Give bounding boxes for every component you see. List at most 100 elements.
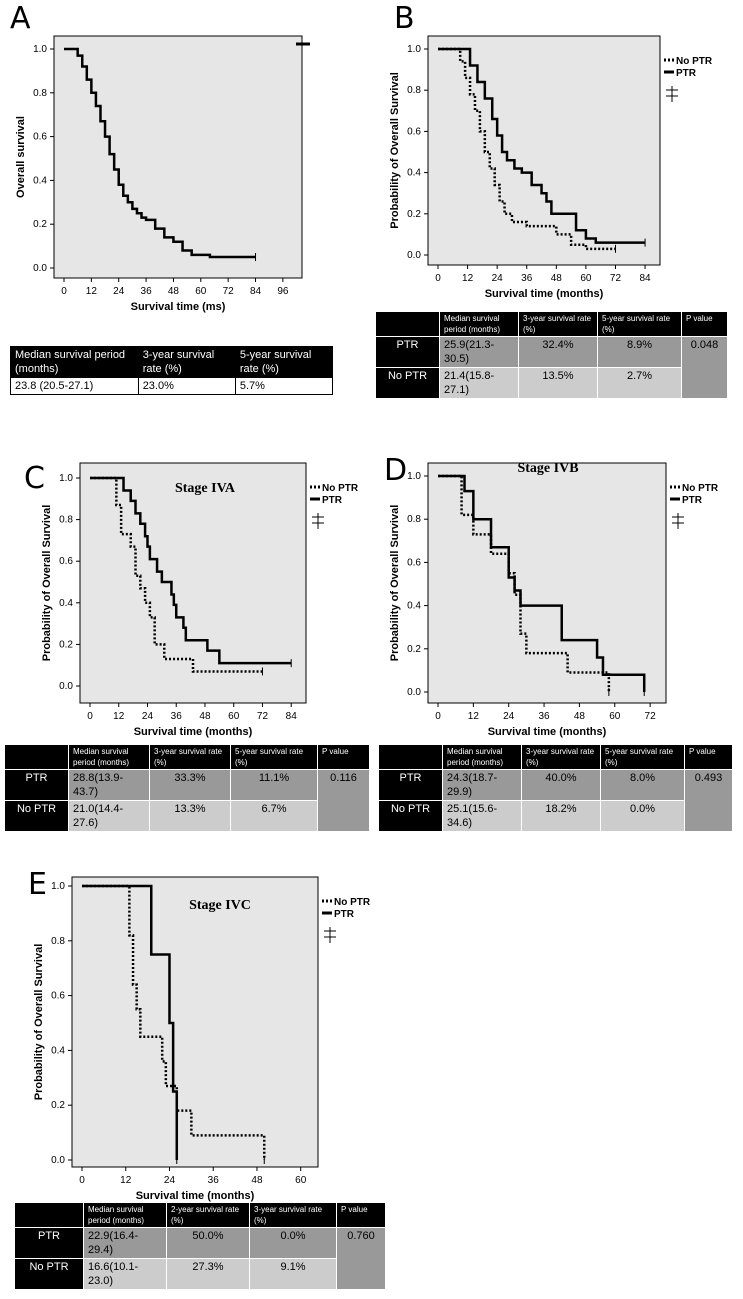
y-tick-label: 0.6 bbox=[33, 132, 47, 143]
x-tick-label: 0 bbox=[435, 711, 441, 722]
x-tick-label: 72 bbox=[257, 711, 269, 722]
table-header: 3-year survival rate (%) bbox=[518, 311, 598, 337]
y-tick-label: 0.6 bbox=[407, 126, 421, 137]
plot-area-b bbox=[427, 35, 661, 266]
table-header: P value bbox=[681, 311, 728, 337]
table-cell: 13.3% bbox=[149, 800, 231, 832]
panel-label-a: A bbox=[10, 1, 31, 36]
x-tick-label: 0 bbox=[87, 711, 93, 722]
x-tick-label: 24 bbox=[113, 286, 125, 297]
y-axis-label: Probability of Overall Survival bbox=[389, 505, 401, 662]
table-cell: 0.0% bbox=[249, 1227, 337, 1259]
x-tick-label: 24 bbox=[492, 273, 504, 284]
legend-label: No PTR bbox=[682, 483, 719, 494]
x-tick-label: 84 bbox=[640, 273, 652, 284]
y-tick-label: 0.8 bbox=[33, 88, 47, 99]
p-value: 0.048 bbox=[681, 336, 728, 399]
y-tick-label: 0.6 bbox=[59, 556, 73, 567]
table-cell: 21.0(14.4-27.6) bbox=[68, 800, 150, 832]
p-value: 0.116 bbox=[317, 769, 370, 832]
table-header bbox=[375, 311, 440, 337]
x-tick-label: 24 bbox=[503, 711, 515, 722]
table-header: P value bbox=[684, 744, 733, 770]
table-header: 2-year survival rate (%) bbox=[166, 1202, 250, 1228]
summary-table-c: Median survival period (months) 3-year s… bbox=[4, 744, 370, 832]
y-tick-label: 0.2 bbox=[51, 1100, 65, 1111]
x-tick-label: 48 bbox=[199, 711, 211, 722]
x-axis-label: Survival time (months) bbox=[488, 726, 607, 738]
table-cell: 16.6(10.1-23.0) bbox=[83, 1258, 167, 1290]
y-tick-label: 1.0 bbox=[33, 44, 47, 55]
series-line-ptr bbox=[438, 474, 646, 692]
y-tick-label: 0.2 bbox=[407, 644, 421, 655]
y-tick-label: 1.0 bbox=[51, 881, 65, 892]
legend-label: No PTR bbox=[322, 483, 359, 494]
table-cell: 22.9(16.4-29.4) bbox=[83, 1227, 167, 1259]
x-tick-label: 48 bbox=[251, 1175, 263, 1186]
y-tick-label: 0.4 bbox=[59, 598, 73, 609]
y-tick-label: 0.4 bbox=[407, 168, 421, 179]
row-label: PTR bbox=[4, 769, 69, 801]
x-axis-label: Survival time (months) bbox=[485, 288, 604, 300]
y-tick-label: 0.0 bbox=[407, 250, 421, 261]
x-tick-label: 36 bbox=[141, 286, 153, 297]
y-tick-label: 0.2 bbox=[33, 219, 47, 230]
table-header bbox=[14, 1202, 84, 1228]
y-tick-label: 0.6 bbox=[51, 991, 65, 1002]
legend-label: PTR bbox=[682, 495, 703, 506]
table-cell: 8.9% bbox=[597, 336, 682, 368]
x-tick-label: 84 bbox=[250, 286, 262, 297]
x-tick-label: 60 bbox=[228, 711, 240, 722]
y-tick-label: 0.0 bbox=[51, 1155, 65, 1166]
x-tick-label: 72 bbox=[610, 273, 622, 284]
row-label: No PTR bbox=[4, 800, 69, 832]
legend-label: No PTR bbox=[334, 897, 371, 908]
stage-label: Stage IVB bbox=[517, 461, 578, 476]
panel-label-d: D bbox=[384, 453, 408, 488]
table-header: 5-year survival rate (%) bbox=[230, 744, 318, 770]
table-header: 3-year survival rate (%) bbox=[149, 744, 231, 770]
table-cell: 28.8(13.9-43.7) bbox=[68, 769, 150, 801]
table-header: Median survival period (months) bbox=[442, 744, 522, 770]
table-cell: 6.7% bbox=[230, 800, 318, 832]
table-header: Median survival period (months) bbox=[439, 311, 519, 337]
y-tick-label: 0.2 bbox=[59, 639, 73, 650]
table-cell: 5.7% bbox=[234, 377, 334, 395]
x-tick-label: 12 bbox=[468, 711, 480, 722]
table-cell: 2.7% bbox=[597, 367, 682, 399]
p-value: 0.760 bbox=[336, 1227, 386, 1290]
table-cell: 32.4% bbox=[518, 336, 598, 368]
legend-label: PTR bbox=[334, 909, 355, 920]
y-tick-label: 1.0 bbox=[407, 44, 421, 55]
x-tick-label: 48 bbox=[551, 273, 563, 284]
y-axis-label: Probability of Overall Survival bbox=[41, 505, 53, 662]
panel-label-b: B bbox=[394, 1, 415, 36]
y-tick-label: 0.4 bbox=[51, 1045, 65, 1056]
table-cell: 25.9(21.3-30.5) bbox=[439, 336, 519, 368]
table-header: P value bbox=[336, 1202, 386, 1228]
row-label: No PTR bbox=[14, 1258, 84, 1290]
row-label: No PTR bbox=[378, 800, 443, 832]
x-axis-label: Survival time (months) bbox=[134, 726, 253, 738]
table-cell: 23.8 (20.5-27.1) bbox=[10, 377, 139, 395]
y-tick-label: 1.0 bbox=[407, 471, 421, 482]
series-line-ptr bbox=[90, 476, 292, 665]
y-axis-label: Probability of Overall Survival bbox=[389, 72, 401, 229]
y-tick-label: 0.0 bbox=[407, 687, 421, 698]
x-tick-label: 96 bbox=[277, 286, 289, 297]
table-header: 5-year survival rate (%) bbox=[234, 346, 334, 378]
y-tick-label: 0.8 bbox=[407, 85, 421, 96]
table-header: 5-year survival rate (%) bbox=[597, 311, 682, 337]
table-cell: 25.1(15.6-34.6) bbox=[442, 800, 522, 832]
y-tick-label: 0.4 bbox=[407, 601, 421, 612]
y-tick-label: 0.2 bbox=[407, 209, 421, 220]
table-cell: 11.1% bbox=[230, 769, 318, 801]
x-tick-label: 72 bbox=[645, 711, 657, 722]
legend-label: No PTR bbox=[676, 56, 713, 67]
x-tick-label: 12 bbox=[113, 711, 125, 722]
series-line-no-ptr bbox=[82, 884, 266, 1160]
series-line-ptr bbox=[438, 47, 646, 244]
y-tick-label: 0.8 bbox=[59, 515, 73, 526]
series-line-all bbox=[64, 47, 256, 259]
